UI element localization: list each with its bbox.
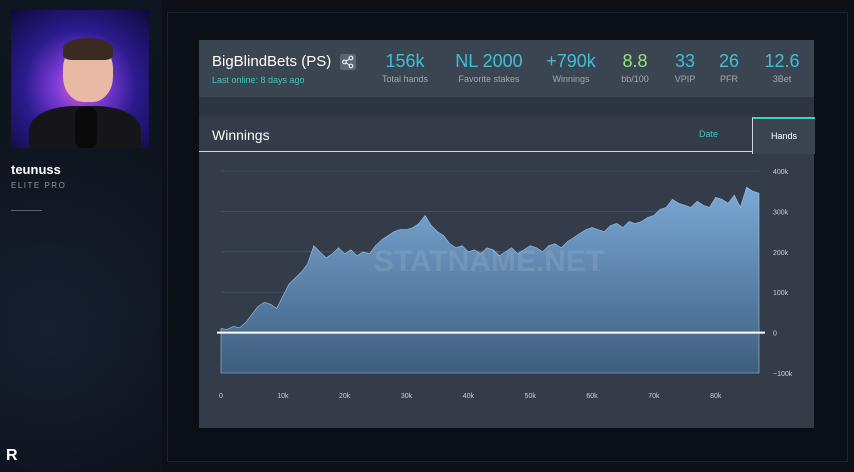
stat-value: 33 <box>674 51 696 71</box>
x-tick-label: 60k <box>586 393 598 400</box>
y-tick-label: 200k <box>773 250 789 257</box>
tab-underline <box>199 151 752 152</box>
stat-value: 26 <box>718 51 740 71</box>
y-tick-label: −100k <box>773 371 793 378</box>
x-tick-label: 20k <box>339 393 351 400</box>
stat-pfr: 26 PFR <box>711 51 747 84</box>
stat-value: NL 2000 <box>455 51 523 71</box>
profile-header: BigBlindBets (PS) Last online: 8 days ag… <box>199 40 814 97</box>
stat-favorite-stakes: NL 2000 Favorite stakes <box>451 51 527 84</box>
x-tick-label: 70k <box>648 393 660 400</box>
stat-total-hands: 156k Total hands <box>377 51 433 84</box>
stat-value: 156k <box>385 51 425 71</box>
stat-vpip: 33 VPIP <box>667 51 703 84</box>
stat-bb100: 8.8 bb/100 <box>614 51 656 84</box>
stat-label: Total hands <box>381 74 429 84</box>
stat-value: 12.6 <box>764 51 800 71</box>
brand-logo-icon: R <box>6 447 18 464</box>
microphone-icon <box>75 106 97 148</box>
webcam-feed <box>11 10 149 148</box>
divider <box>11 210 42 211</box>
y-tick-label: 0 <box>773 331 777 338</box>
streamer-name: teunuss <box>11 162 61 177</box>
streamer-panel: teunuss ELITE PRO R <box>0 0 162 472</box>
watermark-text: STATNAME.NET <box>374 245 605 278</box>
x-tick-label: 0 <box>219 393 223 400</box>
share-icon[interactable] <box>340 54 356 70</box>
panel-title: Winnings <box>212 127 270 143</box>
stat-label: bb/100 <box>621 74 649 84</box>
stat-winnings: +790k Winnings <box>541 51 601 84</box>
x-tick-label: 50k <box>525 393 537 400</box>
stat-3bet: 12.6 3Bet <box>759 51 805 84</box>
stat-label: 3Bet <box>772 74 792 84</box>
x-tick-label: 10k <box>277 393 289 400</box>
stat-value: +790k <box>546 51 596 71</box>
winnings-chart: STATNAME.NET 400k 300k 200k 100k 0 −100k 0 10k… <box>217 169 793 400</box>
tab-hands[interactable]: Hands <box>752 117 815 154</box>
x-tick-label: 80k <box>710 393 722 400</box>
x-tick-label: 40k <box>463 393 475 400</box>
tab-date[interactable]: Date <box>699 129 719 139</box>
last-online-text: Last online: 8 days ago <box>212 75 305 85</box>
profile-name: BigBlindBets (PS) <box>212 53 332 70</box>
winnings-area <box>220 186 760 374</box>
x-tick-label: 30k <box>401 393 413 400</box>
y-tick-label: 100k <box>773 290 789 297</box>
player-stats-card: BigBlindBets (PS) Last online: 8 days ag… <box>199 40 815 428</box>
winnings-panel: Winnings Date Hands STATNAME.NET 400k 300… <box>199 117 815 428</box>
stat-label: PFR <box>720 74 738 84</box>
stat-label: Winnings <box>552 74 590 84</box>
webcam-hair <box>63 38 113 60</box>
header-band <box>199 97 814 117</box>
stat-value: 8.8 <box>622 51 648 71</box>
stat-label: VPIP <box>674 74 696 84</box>
stat-label: Favorite stakes <box>458 74 520 84</box>
streamer-title: ELITE PRO <box>11 181 67 190</box>
y-tick-label: 300k <box>773 209 789 216</box>
y-tick-label: 400k <box>773 169 789 176</box>
